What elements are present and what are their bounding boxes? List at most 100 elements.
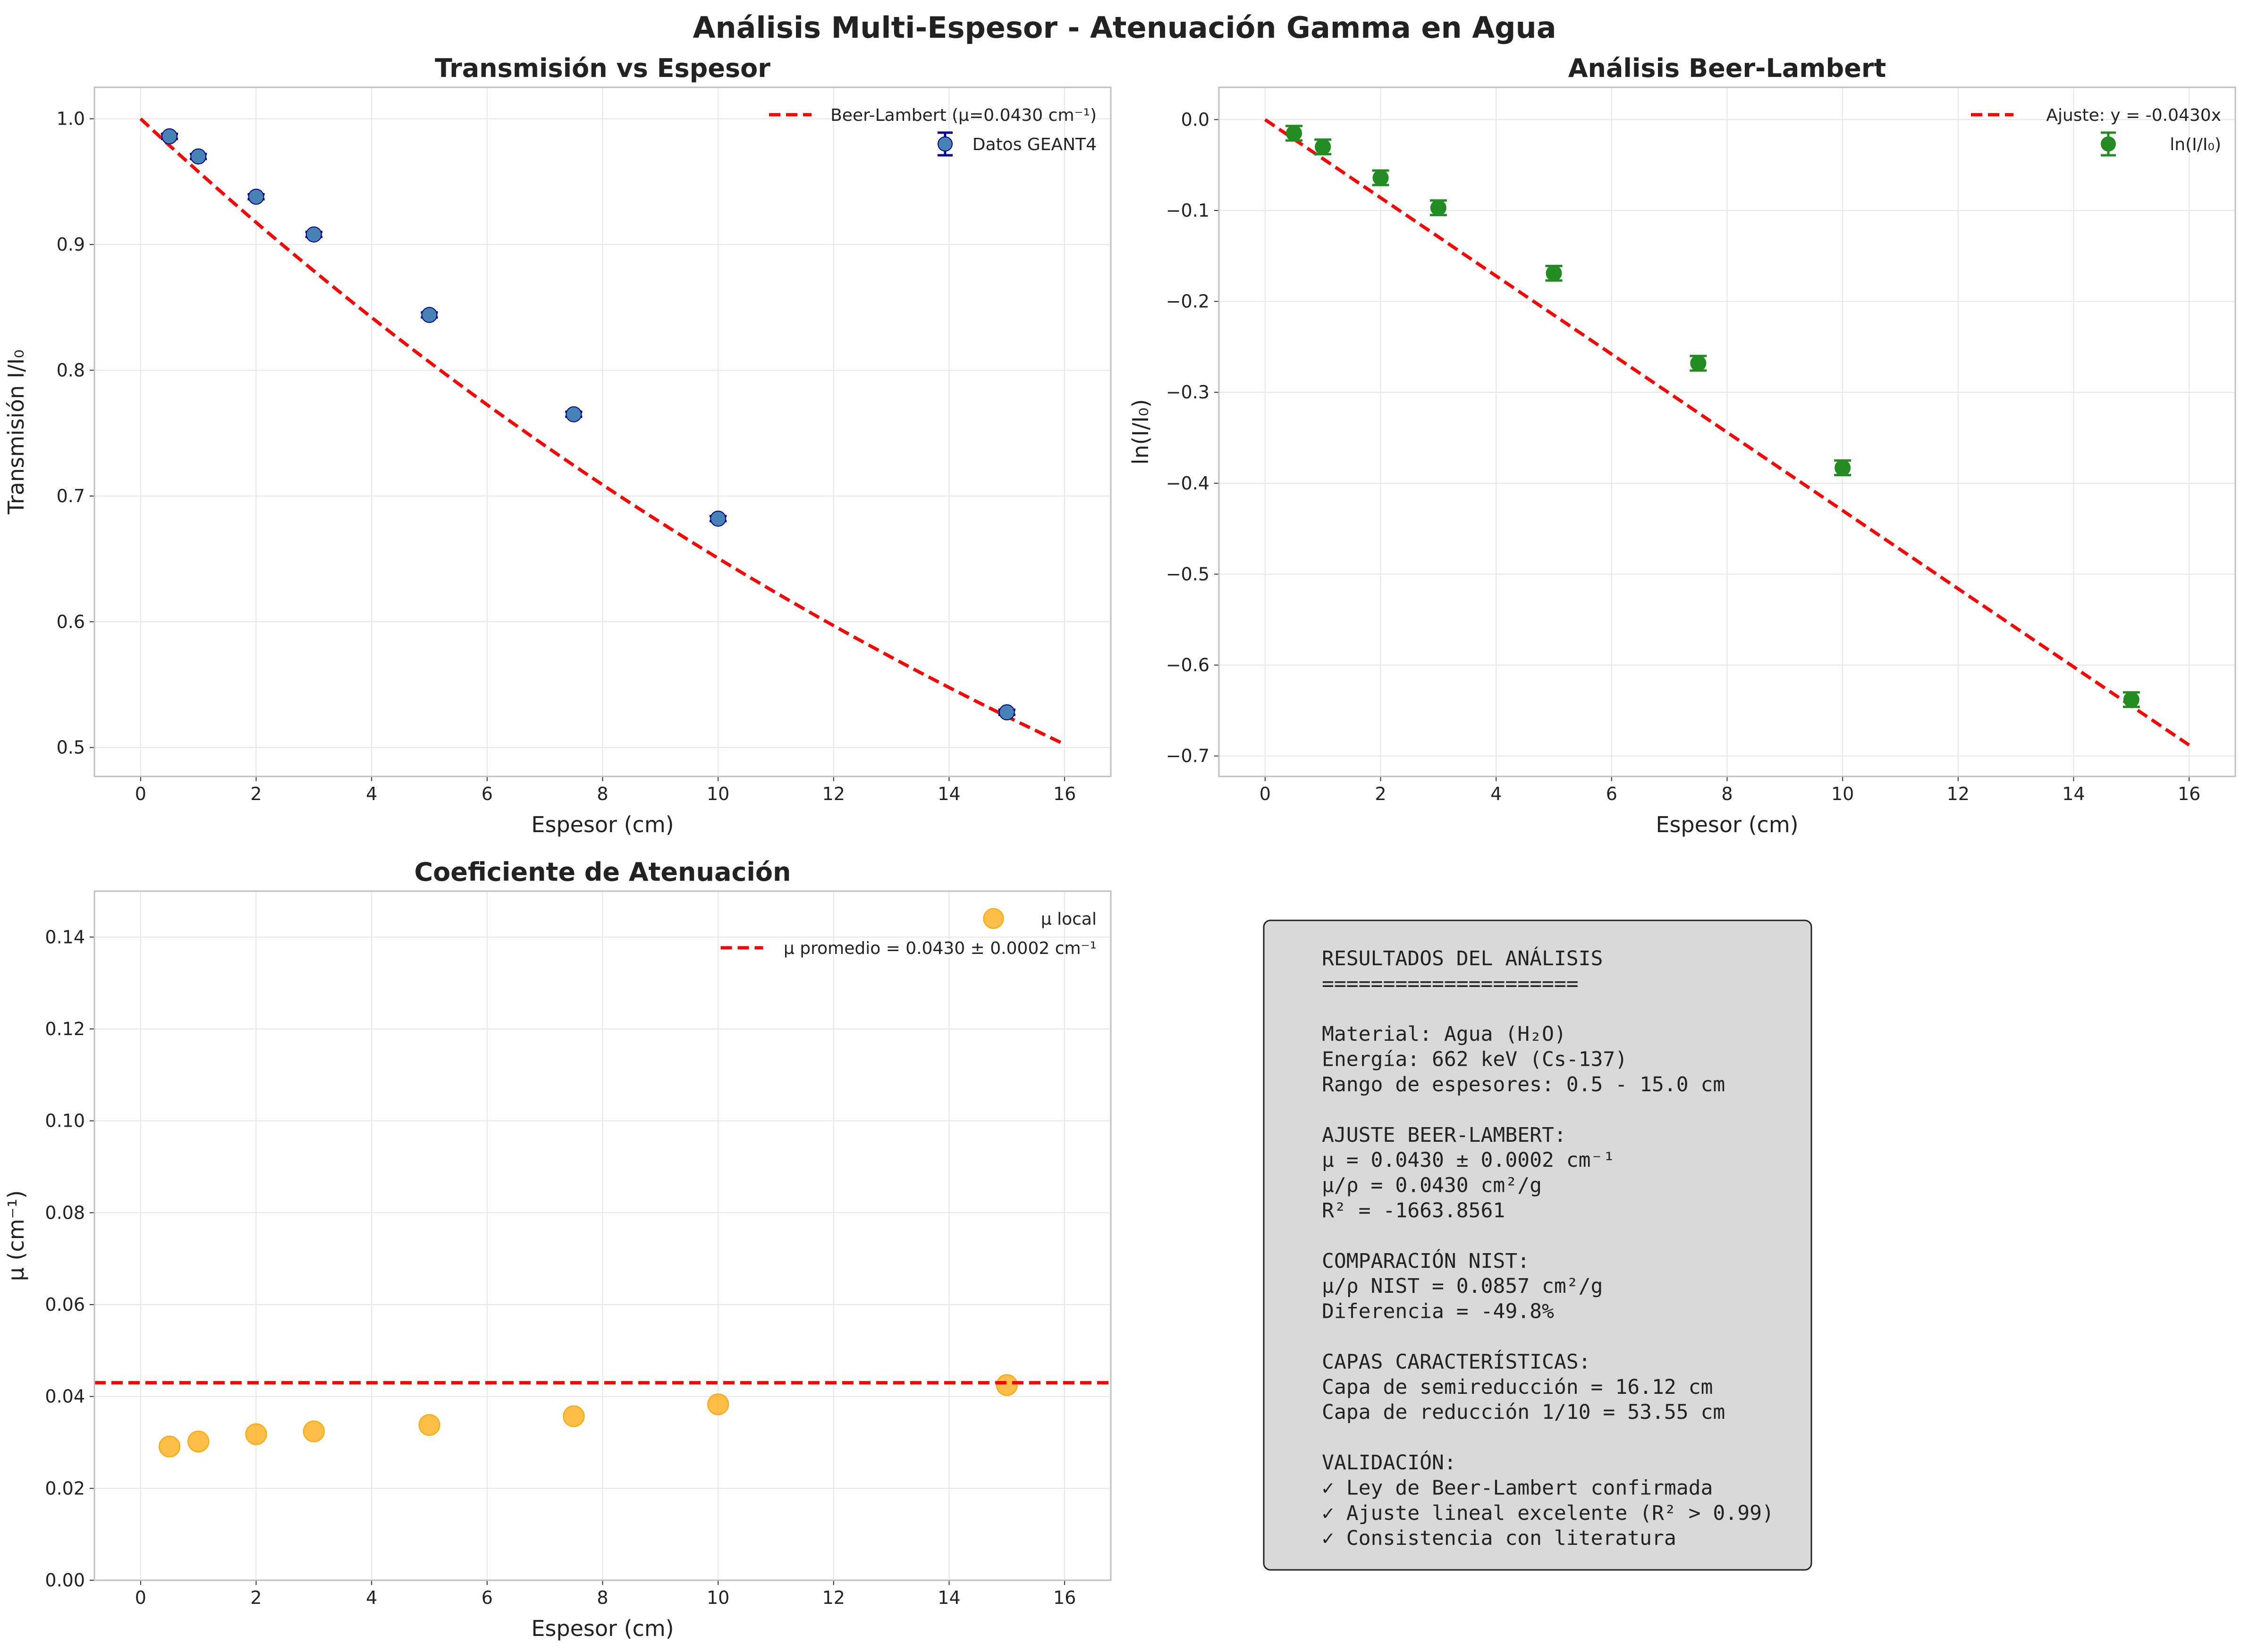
x-tick-label: 10 [1831, 784, 1854, 804]
data-point [161, 128, 178, 144]
results-line: Material: Agua (H₂O) [1322, 1022, 1566, 1046]
results-line: Capa de semireducción = 16.12 cm [1322, 1375, 1713, 1399]
results-line: ✓ Ley de Beer-Lambert confirmada [1322, 1476, 1713, 1500]
x-tick-label: 0 [135, 784, 146, 804]
results-line: μ = 0.0430 ± 0.0002 cm⁻¹ [1322, 1148, 1615, 1172]
y-tick-label: −0.4 [1166, 473, 1209, 494]
x-tick-label: 2 [250, 1587, 262, 1608]
data-point [2123, 691, 2139, 708]
data-point [710, 510, 727, 527]
results-line: RESULTADOS DEL ANÁLISIS [1322, 946, 1603, 970]
data-point [998, 704, 1015, 721]
data-point [996, 1374, 1018, 1396]
data-point [245, 1423, 267, 1445]
chart-title: Transmisión vs Espesor [435, 53, 770, 83]
plot-frame [1218, 86, 2236, 777]
results-line: ===================== [1322, 972, 1579, 995]
charts-layer: 0 2 4 6 8 10 12 14 16 0.5 0.6 0.7 0.8 0.9 1.0 Beer-Lamb… [3, 53, 2236, 1641]
results-line: VALIDACIÓN: [1322, 1450, 1456, 1475]
chart-3: 0 2 4 6 8 10 12 14 16 0.00 0.02 0.04 0.06 0.08 0.10 0.1… [3, 857, 1112, 1641]
y-axis-label: Transmisión I/I₀ [3, 350, 29, 515]
data-point [303, 1420, 325, 1442]
data-point [159, 1435, 181, 1458]
results-box [1263, 919, 1812, 1571]
results-line: CAPAS CARACTERÍSTICAS: [1322, 1349, 1591, 1374]
y-tick-label: 0.0 [1181, 109, 1209, 130]
y-tick-label: 0.8 [57, 360, 85, 380]
results-line: μ/ρ = 0.0430 cm²/g [1322, 1174, 1542, 1197]
x-axis-label: Espesor (cm) [531, 1616, 674, 1641]
legend-swatch [983, 908, 1004, 929]
chart-title: Análisis Beer-Lambert [1568, 53, 1886, 83]
y-tick-label: 0.7 [57, 486, 85, 506]
y-tick-label: −0.2 [1166, 291, 1209, 312]
plot-frame [93, 86, 1112, 777]
x-tick-label: 6 [1606, 784, 1617, 804]
y-axis-label: ln(I/I₀) [1128, 399, 1153, 465]
data-point [1430, 200, 1446, 216]
legend-swatch [938, 136, 953, 152]
data-point [248, 188, 264, 205]
data-point [1546, 265, 1562, 281]
x-tick-label: 2 [1375, 784, 1386, 804]
results-line: COMPARACIÓN NIST: [1322, 1249, 1530, 1273]
x-tick-label: 10 [707, 784, 729, 804]
y-tick-label: 0.02 [45, 1478, 85, 1499]
y-tick-label: −0.3 [1166, 382, 1209, 403]
legend-label: μ promedio = 0.0430 ± 0.0002 cm⁻¹ [784, 939, 1097, 958]
x-axis-label: Espesor (cm) [531, 812, 674, 837]
x-tick-label: 12 [822, 784, 845, 804]
y-tick-label: −0.7 [1166, 746, 1209, 767]
chart-2: 0 2 4 6 8 10 12 14 16 0.0 −0.1 −0.2 −0.3 −0.4 −0.5 −0.6… [1128, 53, 2236, 837]
x-tick-label: 16 [1053, 784, 1076, 804]
data-point [305, 226, 322, 243]
results-line: AJUSTE BEER-LAMBERT: [1322, 1123, 1566, 1147]
x-tick-label: 14 [2062, 784, 2085, 804]
data-point [566, 406, 582, 422]
x-tick-label: 12 [822, 1587, 845, 1608]
results-line: Energía: 662 keV (Cs-137) [1322, 1048, 1627, 1071]
x-tick-label: 16 [1053, 1587, 1076, 1608]
x-tick-label: 2 [250, 784, 262, 804]
y-tick-label: 0.00 [45, 1570, 85, 1591]
y-tick-label: −0.5 [1166, 564, 1209, 584]
legend-label: Datos GEANT4 [972, 135, 1097, 154]
legend-label: Ajuste: y = -0.0430x [2046, 106, 2221, 125]
data-point [190, 148, 207, 165]
results-line: Capa de reducción 1/10 = 53.55 cm [1322, 1400, 1725, 1424]
legend-label: μ local [1041, 910, 1097, 929]
data-point [1315, 139, 1331, 155]
x-tick-label: 6 [482, 1587, 493, 1608]
data-point [1690, 355, 1707, 371]
y-tick-label: −0.1 [1166, 200, 1209, 221]
chart-title: Coeficiente de Atenuación [414, 857, 791, 887]
x-axis-label: Espesor (cm) [1656, 812, 1798, 837]
y-tick-label: 0.9 [57, 234, 85, 255]
y-axis-label: μ (cm⁻¹) [3, 1190, 29, 1281]
data-point [1835, 460, 1851, 476]
x-tick-label: 12 [1947, 784, 1970, 804]
x-tick-label: 4 [1490, 784, 1502, 804]
data-point [1286, 125, 1302, 142]
y-tick-label: 0.10 [45, 1111, 85, 1131]
y-tick-label: 0.5 [57, 737, 85, 758]
y-tick-label: 0.6 [57, 611, 85, 632]
data-point [187, 1431, 210, 1453]
x-tick-label: 8 [597, 784, 608, 804]
x-tick-label: 16 [2178, 784, 2200, 804]
results-line: R² = -1663.8561 [1322, 1199, 1505, 1222]
x-tick-label: 0 [135, 1587, 146, 1608]
results-line: ✓ Ajuste lineal excelente (R² > 0.99) [1322, 1501, 1774, 1525]
y-tick-label: −0.6 [1166, 655, 1209, 675]
x-tick-label: 8 [1721, 784, 1733, 804]
x-tick-label: 4 [366, 1587, 377, 1608]
results-line: Rango de espesores: 0.5 - 15.0 cm [1322, 1073, 1725, 1096]
data-point [418, 1414, 440, 1436]
y-tick-label: 0.12 [45, 1019, 85, 1039]
x-tick-label: 0 [1260, 784, 1271, 804]
data-point [707, 1393, 729, 1416]
data-point [421, 307, 438, 323]
legend-label: ln(I/I₀) [2170, 135, 2221, 154]
y-tick-label: 0.06 [45, 1294, 85, 1315]
data-point [563, 1405, 585, 1427]
